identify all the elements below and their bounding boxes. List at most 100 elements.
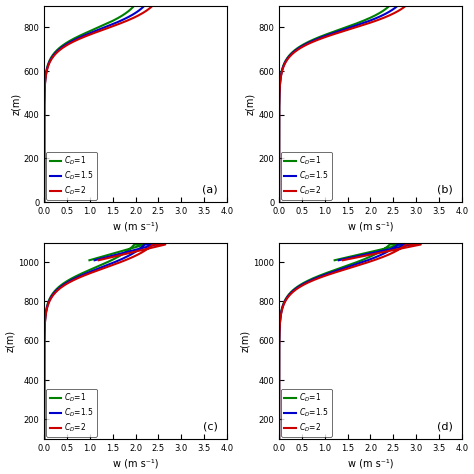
$C_D$=1.5 — [276, 199, 282, 205]
$C_D$=2 — [276, 106, 282, 111]
$C_D$=2 — [43, 310, 49, 316]
$C_D$=2 — [96, 257, 101, 263]
X-axis label: w (m s⁻¹): w (m s⁻¹) — [348, 458, 393, 468]
$C_D$=2 — [150, 242, 155, 247]
$C_D$=2 — [42, 93, 47, 99]
$C_D$=1.5 — [276, 106, 282, 111]
$C_D$=1 — [41, 199, 47, 205]
$C_D$=2 — [397, 8, 402, 13]
$C_D$=1 — [277, 82, 283, 88]
$C_D$=2 — [41, 436, 47, 442]
Y-axis label: z(m): z(m) — [246, 93, 255, 115]
$C_D$=1 — [276, 93, 282, 99]
$C_D$=2 — [41, 199, 47, 205]
$C_D$=2 — [340, 257, 346, 263]
$C_D$=1.5 — [41, 106, 47, 111]
Line: $C_D$=1.5: $C_D$=1.5 — [44, 245, 156, 439]
Line: $C_D$=1: $C_D$=1 — [44, 245, 145, 439]
$C_D$=2 — [278, 310, 284, 316]
$C_D$=1 — [276, 352, 282, 358]
Text: (a): (a) — [202, 184, 218, 194]
$C_D$=1.5 — [277, 82, 283, 88]
Text: (d): (d) — [437, 421, 453, 431]
$C_D$=2 — [41, 383, 47, 389]
$C_D$=2 — [41, 431, 47, 437]
Text: (b): (b) — [437, 184, 453, 194]
$C_D$=2 — [341, 257, 347, 263]
$C_D$=2 — [277, 82, 283, 88]
$C_D$=1 — [387, 3, 392, 9]
$C_D$=2 — [276, 199, 282, 205]
$C_D$=1.5 — [336, 257, 342, 263]
Legend: $C_D$=1, $C_D$=1.5, $C_D$=2: $C_D$=1, $C_D$=1.5, $C_D$=2 — [282, 389, 332, 437]
X-axis label: w (m s⁻¹): w (m s⁻¹) — [113, 221, 158, 231]
Line: $C_D$=1.5: $C_D$=1.5 — [279, 245, 411, 439]
$C_D$=1 — [333, 257, 338, 263]
$C_D$=1.5 — [395, 3, 401, 9]
$C_D$=1 — [41, 431, 47, 437]
$C_D$=1 — [87, 257, 92, 263]
$C_D$=1 — [332, 257, 337, 263]
$C_D$=2 — [144, 8, 150, 13]
$C_D$=2 — [403, 3, 409, 9]
$C_D$=2 — [276, 105, 282, 110]
$C_D$=1.5 — [276, 431, 282, 437]
$C_D$=1.5 — [41, 199, 47, 205]
$C_D$=1.5 — [42, 82, 48, 88]
Y-axis label: z(m): z(m) — [240, 330, 250, 352]
X-axis label: w (m s⁻¹): w (m s⁻¹) — [113, 458, 158, 468]
$C_D$=1.5 — [142, 3, 147, 9]
$C_D$=1 — [131, 3, 137, 9]
$C_D$=1.5 — [137, 8, 142, 13]
$C_D$=2 — [276, 409, 282, 415]
Line: $C_D$=2: $C_D$=2 — [44, 6, 153, 202]
$C_D$=1.5 — [41, 431, 47, 437]
$C_D$=1 — [276, 106, 282, 111]
$C_D$=2 — [150, 3, 155, 9]
$C_D$=1.5 — [93, 257, 99, 263]
$C_D$=2 — [312, 38, 318, 44]
$C_D$=1.5 — [276, 436, 282, 442]
$C_D$=1.5 — [389, 8, 394, 13]
Line: $C_D$=2: $C_D$=2 — [279, 245, 421, 439]
$C_D$=1.5 — [276, 352, 282, 358]
$C_D$=1 — [88, 257, 93, 263]
Y-axis label: z(m): z(m) — [11, 93, 21, 115]
$C_D$=1 — [43, 310, 49, 316]
$C_D$=1 — [42, 82, 47, 88]
$C_D$=2 — [41, 105, 47, 110]
$C_D$=1.5 — [395, 242, 401, 247]
$C_D$=1 — [41, 105, 47, 110]
$C_D$=1.5 — [41, 383, 47, 389]
$C_D$=1.5 — [276, 93, 282, 99]
Line: $C_D$=1.5: $C_D$=1.5 — [44, 6, 145, 202]
$C_D$=2 — [276, 436, 282, 442]
$C_D$=1 — [41, 383, 47, 389]
Text: (c): (c) — [203, 421, 218, 431]
$C_D$=1.5 — [310, 38, 315, 44]
$C_D$=1.5 — [41, 105, 47, 110]
$C_D$=1 — [276, 436, 282, 442]
$C_D$=1.5 — [70, 38, 75, 44]
Legend: $C_D$=1, $C_D$=1.5, $C_D$=2: $C_D$=1, $C_D$=1.5, $C_D$=2 — [282, 152, 332, 200]
$C_D$=1.5 — [276, 409, 282, 415]
$C_D$=1 — [127, 8, 132, 13]
$C_D$=2 — [276, 352, 282, 358]
$C_D$=1.5 — [42, 93, 47, 99]
$C_D$=2 — [41, 352, 47, 358]
$C_D$=1.5 — [276, 105, 282, 110]
$C_D$=2 — [97, 257, 103, 263]
$C_D$=1 — [387, 242, 392, 247]
$C_D$=2 — [276, 431, 282, 437]
$C_D$=1 — [381, 8, 387, 13]
$C_D$=1 — [41, 409, 47, 415]
$C_D$=1.5 — [43, 310, 49, 316]
$C_D$=2 — [276, 383, 282, 389]
$C_D$=2 — [72, 38, 78, 44]
$C_D$=1 — [276, 431, 282, 437]
$C_D$=1 — [276, 409, 282, 415]
$C_D$=1 — [276, 199, 282, 205]
$C_D$=1.5 — [337, 257, 343, 263]
$C_D$=1 — [41, 436, 47, 442]
$C_D$=1.5 — [41, 436, 47, 442]
